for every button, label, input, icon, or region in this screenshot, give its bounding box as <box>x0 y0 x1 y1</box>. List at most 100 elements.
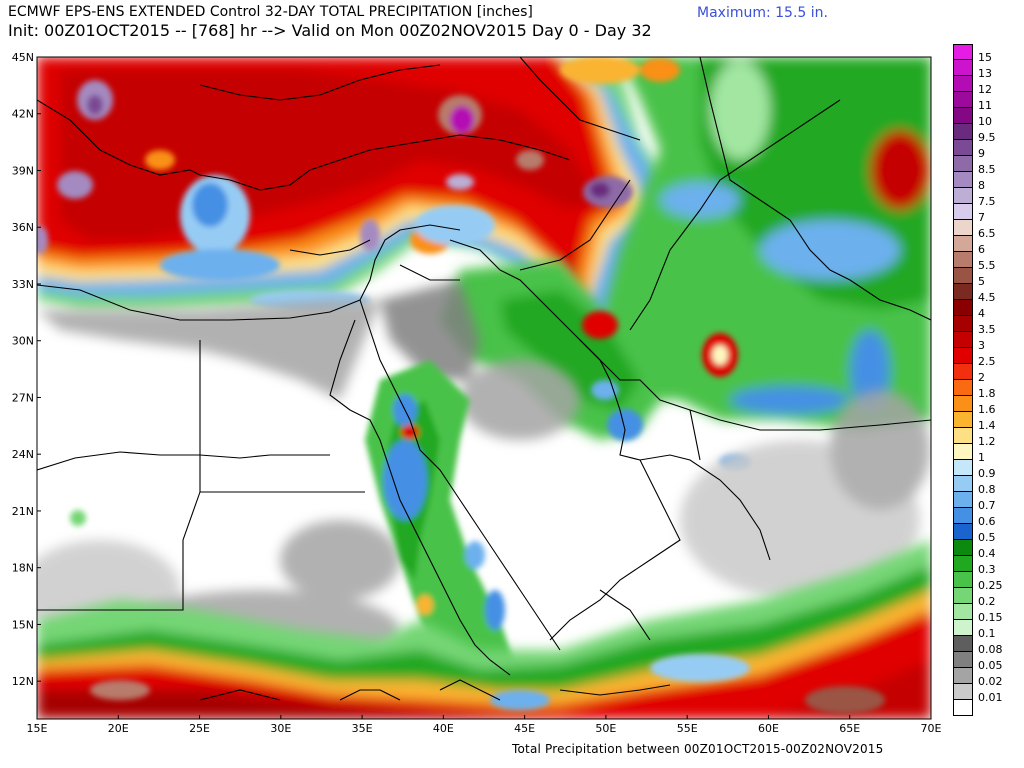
legend-entry: 1.6 <box>953 396 1023 416</box>
legend-swatch <box>953 412 973 428</box>
legend-entry: 0.4 <box>953 540 1023 560</box>
longitude-ticks: 15E 20E 25E 30E 35E 40E 45E 50E 55E 60E 65E 70E <box>27 715 942 735</box>
lat-label: 39N <box>12 164 34 177</box>
legend-swatch <box>953 348 973 364</box>
legend-entry: 8 <box>953 172 1023 192</box>
legend-entry: 11 <box>953 92 1023 112</box>
lat-label: 15N <box>12 618 34 631</box>
legend-swatch <box>953 636 973 652</box>
legend-entry: 0.08 <box>953 636 1023 656</box>
legend-label: 7 <box>978 211 985 224</box>
legend-entry: 13 <box>953 60 1023 80</box>
lat-label: 33N <box>12 278 34 291</box>
legend-label: 4 <box>978 307 985 320</box>
lon-label: 60E <box>758 722 779 735</box>
legend-entry: 0.8 <box>953 476 1023 496</box>
legend-entry: 8.5 <box>953 156 1023 176</box>
legend-label: 0.5 <box>978 531 996 544</box>
legend-swatch <box>953 524 973 540</box>
legend-label: 0.6 <box>978 515 996 528</box>
legend-label: 4.5 <box>978 291 996 304</box>
legend-swatch <box>953 396 973 412</box>
legend-label: 8 <box>978 179 985 192</box>
legend-entry: 0.3 <box>953 556 1023 576</box>
lon-label: 70E <box>921 722 942 735</box>
legend-swatch <box>953 460 973 476</box>
lon-label: 65E <box>839 722 860 735</box>
legend-entry: 10 <box>953 108 1023 128</box>
legend-swatch <box>953 236 973 252</box>
legend-label: 0.08 <box>978 643 1003 656</box>
legend-label: 12 <box>978 83 992 96</box>
legend-swatch <box>953 444 973 460</box>
legend-label: 0.7 <box>978 499 996 512</box>
legend-label: 0.3 <box>978 563 996 576</box>
legend-entry: 0.1 <box>953 620 1023 640</box>
legend-swatch <box>953 668 973 684</box>
legend-swatch <box>953 556 973 572</box>
legend-entry: 0.9 <box>953 460 1023 480</box>
legend-swatch <box>953 220 973 236</box>
legend-label: 8.5 <box>978 163 996 176</box>
legend-swatch <box>953 172 973 188</box>
lat-label: 45N <box>12 51 34 64</box>
legend-label: 1.6 <box>978 403 996 416</box>
legend-label: 6 <box>978 243 985 256</box>
legend-label: 0.2 <box>978 595 996 608</box>
lon-label: 30E <box>270 722 291 735</box>
lat-label: 27N <box>12 391 34 404</box>
legend-label: 11 <box>978 99 992 112</box>
legend-entry: 6.5 <box>953 220 1023 240</box>
legend-swatch <box>953 284 973 300</box>
legend-entry: 6 <box>953 236 1023 256</box>
legend-entry: 0.5 <box>953 524 1023 544</box>
init-valid-line: Init: 00Z01OCT2015 -- [768] hr --> Valid… <box>8 21 652 40</box>
legend-entry: 2.5 <box>953 348 1023 368</box>
legend-label: 0.9 <box>978 467 996 480</box>
legend-swatch <box>953 76 973 92</box>
legend-swatch <box>953 316 973 332</box>
legend-entry: 0.7 <box>953 492 1023 512</box>
legend-label: 2 <box>978 371 985 384</box>
legend-swatch <box>953 652 973 668</box>
legend-swatch <box>953 124 973 140</box>
legend-label: 13 <box>978 67 992 80</box>
lon-label: 50E <box>595 722 616 735</box>
legend-entry: 0.25 <box>953 572 1023 592</box>
latitude-ticks: 45N 42N 39N 36N 33N 30N 27N 24N 21N 18N 15N 12N <box>12 51 41 688</box>
legend-entry: 0.2 <box>953 588 1023 608</box>
legend-swatch <box>953 620 973 636</box>
legend-entry: 4.5 <box>953 284 1023 304</box>
legend-swatch <box>953 684 973 700</box>
legend-label: 0.8 <box>978 483 996 496</box>
legend-entry: 1.4 <box>953 412 1023 432</box>
legend-entry: 0.02 <box>953 668 1023 688</box>
legend-label: 15 <box>978 51 992 64</box>
legend-label: 5.5 <box>978 259 996 272</box>
legend-label: 0.15 <box>978 611 1003 624</box>
legend-label: 1.4 <box>978 419 996 432</box>
legend-entry: 9.5 <box>953 124 1023 144</box>
legend-swatch <box>953 332 973 348</box>
legend-entry: 0.6 <box>953 508 1023 528</box>
map-frame <box>36 56 932 720</box>
legend-entry: 2 <box>953 364 1023 384</box>
lon-label: 40E <box>433 722 454 735</box>
legend-swatch <box>953 188 973 204</box>
legend-swatch <box>953 204 973 220</box>
legend-entry: 1 <box>953 444 1023 464</box>
legend-swatch <box>953 44 973 60</box>
legend-swatch <box>953 572 973 588</box>
precip-field <box>37 57 931 719</box>
lat-label: 30N <box>12 335 34 348</box>
lon-label: 15E <box>27 722 48 735</box>
legend-entry: 3.5 <box>953 316 1023 336</box>
legend-swatch <box>953 476 973 492</box>
legend-entry: 5 <box>953 268 1023 288</box>
lat-label: 42N <box>12 108 34 121</box>
legend-label: 0.4 <box>978 547 996 560</box>
legend-swatch <box>953 428 973 444</box>
chart-title: ECMWF EPS-ENS EXTENDED Control 32-DAY TO… <box>8 4 533 20</box>
lon-label: 25E <box>189 722 210 735</box>
